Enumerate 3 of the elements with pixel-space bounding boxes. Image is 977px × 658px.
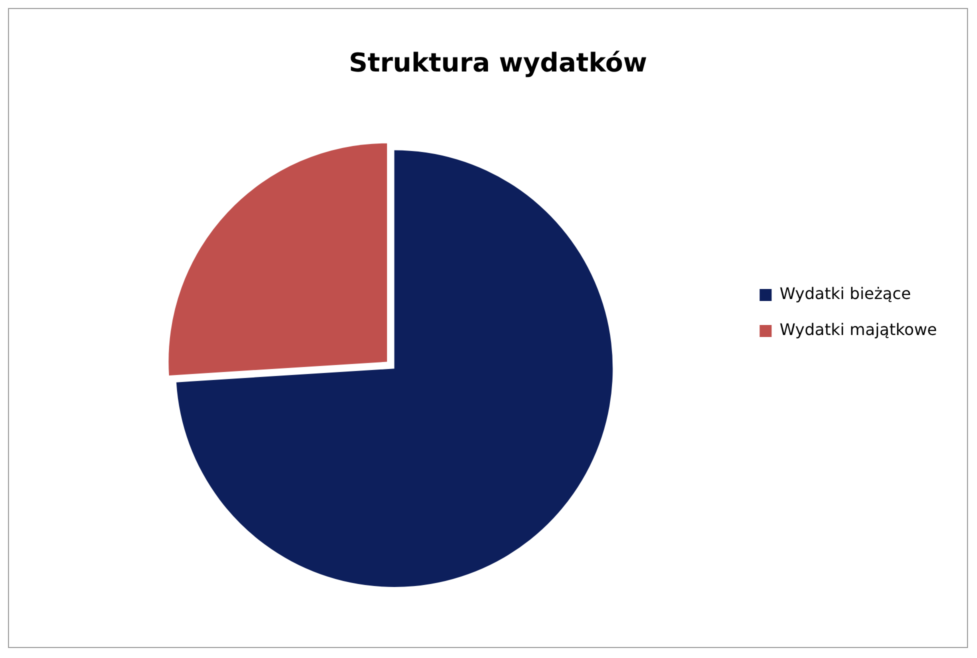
legend-label: Wydatki majątkowe <box>780 320 938 340</box>
legend-label: Wydatki bieżące <box>780 284 911 304</box>
chart-title: Struktura wydatków <box>348 48 648 78</box>
